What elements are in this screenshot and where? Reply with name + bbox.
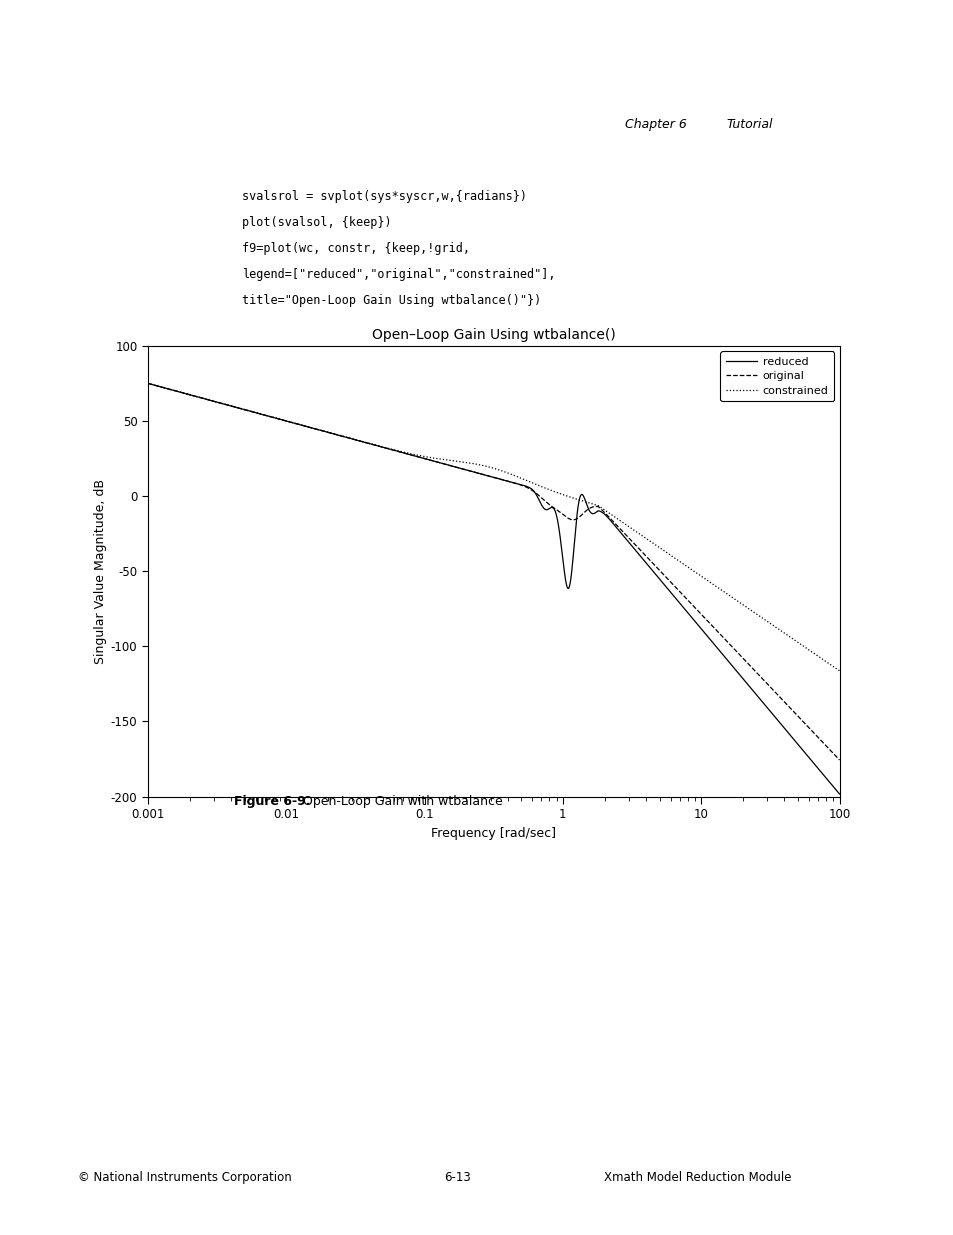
original xyxy=(262,409,274,424)
constrained xyxy=(745,603,757,618)
reduced xyxy=(407,448,418,463)
constrained xyxy=(407,447,418,462)
reduced xyxy=(142,375,153,390)
Y-axis label: Singular Value Magnitude, dB: Singular Value Magnitude, dB xyxy=(93,479,107,663)
original xyxy=(833,752,844,767)
original xyxy=(745,659,757,674)
constrained xyxy=(262,409,274,424)
Title: Open–Loop Gain Using wtbalance(): Open–Loop Gain Using wtbalance() xyxy=(372,327,615,342)
Text: legend=["reduced","original","constrained"],: legend=["reduced","original","constraine… xyxy=(242,268,556,280)
original xyxy=(407,448,418,463)
original xyxy=(436,456,448,471)
Text: svalsrol = svplot(sys*syscr,w,{radians}): svalsrol = svplot(sys*syscr,w,{radians}) xyxy=(242,190,527,203)
Text: title="Open-Loop Gain Using wtbalance()"}): title="Open-Loop Gain Using wtbalance()"… xyxy=(242,294,541,306)
reduced xyxy=(221,398,233,412)
Text: Chapter 6: Chapter 6 xyxy=(624,119,686,131)
Text: plot(svalsol, {keep}): plot(svalsol, {keep}) xyxy=(242,216,392,228)
Text: 6-13: 6-13 xyxy=(444,1171,471,1183)
original xyxy=(820,739,831,753)
constrained xyxy=(221,398,233,412)
Line: original: original xyxy=(148,383,839,760)
Text: Open-Loop Gain with wtbalance: Open-Loop Gain with wtbalance xyxy=(303,795,502,808)
constrained xyxy=(142,375,153,390)
constrained xyxy=(833,663,844,678)
original xyxy=(142,375,153,390)
Text: f9=plot(wc, constr, {keep,!grid,: f9=plot(wc, constr, {keep,!grid, xyxy=(242,242,470,254)
Text: Xmath Model Reduction Module: Xmath Model Reduction Module xyxy=(603,1171,791,1183)
reduced xyxy=(820,771,831,785)
Text: © National Instruments Corporation: © National Instruments Corporation xyxy=(78,1171,292,1183)
reduced xyxy=(262,409,274,424)
reduced xyxy=(833,787,844,802)
constrained xyxy=(820,655,831,669)
X-axis label: Frequency [rad/sec]: Frequency [rad/sec] xyxy=(431,827,556,840)
Line: reduced: reduced xyxy=(148,383,839,794)
original xyxy=(221,398,233,412)
Legend: reduced, original, constrained: reduced, original, constrained xyxy=(720,351,833,401)
reduced xyxy=(745,682,757,697)
Text: Tutorial: Tutorial xyxy=(726,119,773,131)
constrained xyxy=(436,452,448,467)
Line: constrained: constrained xyxy=(148,383,839,671)
Text: Figure 6-9.: Figure 6-9. xyxy=(233,795,310,808)
reduced xyxy=(436,456,448,471)
